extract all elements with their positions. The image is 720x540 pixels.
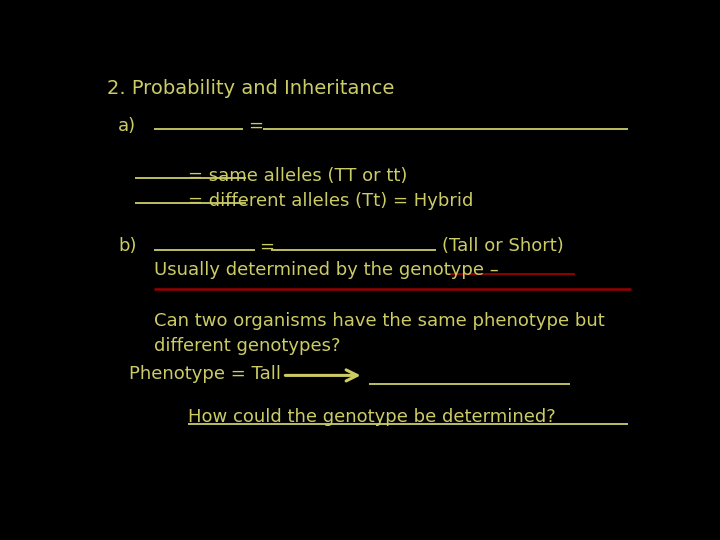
Text: Phenotype = Tall: Phenotype = Tall: [129, 365, 281, 383]
Text: =: =: [259, 238, 274, 255]
Text: 2. Probability and Inheritance: 2. Probability and Inheritance: [107, 79, 394, 98]
Text: (Tall or Short): (Tall or Short): [441, 238, 563, 255]
Text: How could the genotype be determined?: How could the genotype be determined?: [188, 408, 555, 426]
Text: = different alleles (Tt) = Hybrid: = different alleles (Tt) = Hybrid: [188, 192, 473, 210]
Text: =: =: [248, 117, 264, 135]
Text: = same alleles (TT or tt): = same alleles (TT or tt): [188, 167, 407, 185]
Text: Usually determined by the genotype –: Usually determined by the genotype –: [154, 261, 499, 280]
Text: b): b): [118, 238, 136, 255]
Text: a): a): [118, 117, 136, 135]
Text: different genotypes?: different genotypes?: [154, 337, 341, 355]
Text: Can two organisms have the same phenotype but: Can two organisms have the same phenotyp…: [154, 312, 605, 330]
